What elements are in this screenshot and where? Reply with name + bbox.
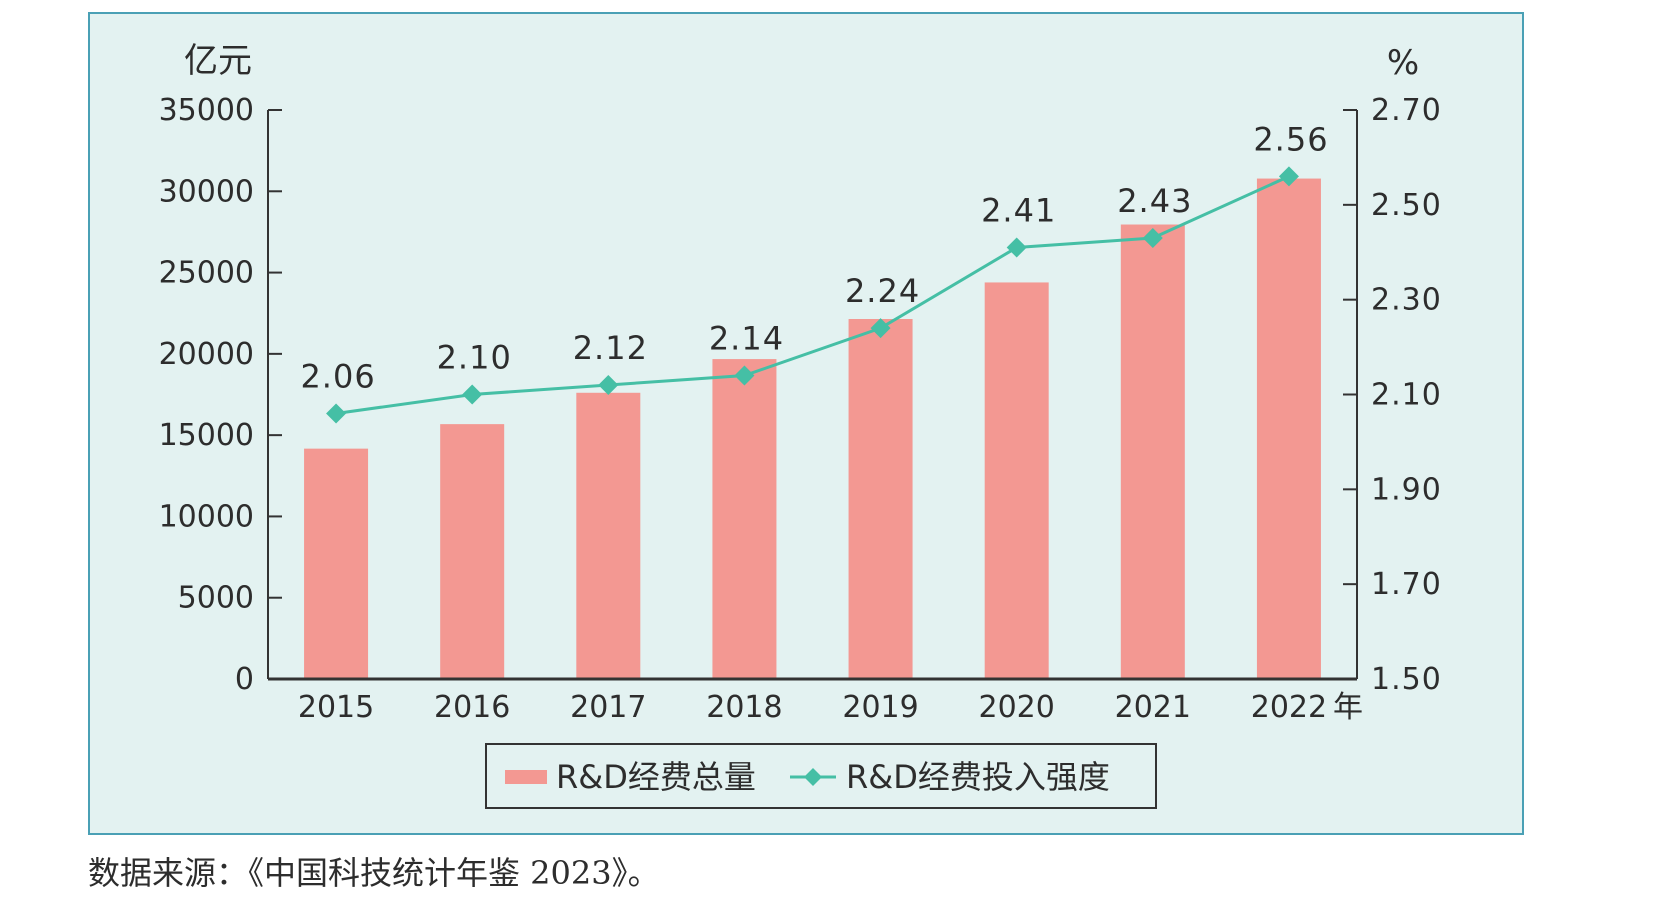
intensity-data-label-2015: 2.06 (300, 357, 375, 395)
bar-2022 (1256, 178, 1321, 679)
bar-2020 (984, 282, 1049, 679)
intensity-marker-2021 (1142, 228, 1163, 249)
y-right-tick-label: 1.50 (1371, 662, 1442, 697)
x-tick-label-2019: 2019 (842, 690, 918, 725)
x-tick-label-2015: 2015 (298, 690, 374, 725)
y-left-tick-label: 20000 (159, 337, 254, 372)
y-axis-left-unit: 亿元 (184, 41, 252, 81)
intensity-marker-2018 (734, 365, 755, 386)
y-left-tick-label: 5000 (178, 581, 254, 616)
y-right-tick-label: 1.90 (1371, 472, 1442, 507)
intensity-data-label-2016: 2.10 (437, 339, 512, 377)
x-tick-label-2017: 2017 (570, 690, 646, 725)
bar-2018 (712, 359, 777, 679)
intensity-data-label-2020: 2.41 (981, 192, 1056, 230)
x-tick-label-2021: 2021 (1115, 690, 1191, 725)
y-right-tick-label: 2.50 (1371, 188, 1442, 223)
source-note: 数据来源：《中国科技统计年鉴 2023》。 (88, 854, 660, 892)
intensity-marker-2017 (598, 375, 619, 396)
y-left-tick-label: 10000 (159, 499, 254, 534)
y-right-tick-label: 2.10 (1371, 378, 1442, 413)
intensity-data-label-2019: 2.24 (845, 272, 920, 310)
legend-line-marker (804, 768, 822, 786)
intensity-data-label-2021: 2.43 (1117, 182, 1192, 220)
y-right-tick-label: 2.30 (1371, 283, 1442, 318)
intensity-marker-2016 (462, 384, 483, 405)
bar-2021 (1120, 224, 1185, 679)
y-left-tick-label: 30000 (159, 174, 254, 209)
legend-box (485, 743, 1157, 809)
x-tick-label-2016: 2016 (434, 690, 510, 725)
y-left-tick-label: 35000 (159, 93, 254, 128)
x-tick-label-2020: 2020 (979, 690, 1055, 725)
intensity-marker-2022 (1278, 166, 1299, 187)
y-right-tick-label: 2.70 (1371, 93, 1442, 128)
intensity-data-label-2018: 2.14 (709, 320, 784, 358)
intensity-marker-2020 (1006, 237, 1027, 258)
legend-line-label: R&D经费投入强度 (846, 758, 1110, 796)
intensity-data-label-2017: 2.12 (573, 329, 648, 367)
intensity-data-label-2022: 2.56 (1253, 120, 1328, 158)
x-tick-label-2018: 2018 (706, 690, 782, 725)
bar-2019 (848, 319, 913, 679)
x-tick-label-2022: 2022 (1251, 690, 1327, 725)
y-left-tick-label: 25000 (159, 256, 254, 291)
y-left-tick-label: 0 (235, 662, 254, 697)
bar-2017 (576, 392, 641, 679)
legend-bar-label: R&D经费总量 (556, 758, 756, 796)
x-axis-unit: 年 (1333, 690, 1363, 725)
bar-2015 (304, 448, 369, 679)
intensity-marker-2019 (870, 318, 891, 339)
y-right-tick-label: 1.70 (1371, 567, 1442, 602)
intensity-line (335, 175, 1290, 415)
y-axis-right-unit: % (1387, 43, 1419, 83)
y-left-tick-label: 15000 (159, 418, 254, 453)
intensity-marker-2015 (326, 403, 347, 424)
legend-bar-swatch (505, 770, 547, 784)
bar-2016 (440, 424, 505, 679)
